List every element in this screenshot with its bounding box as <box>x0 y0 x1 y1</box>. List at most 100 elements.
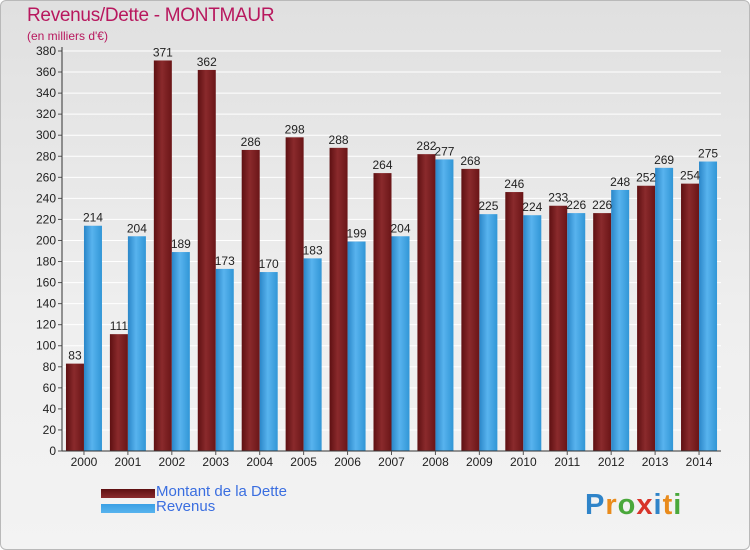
bar-dette <box>285 137 304 451</box>
x-tick-label: 2004 <box>246 455 273 469</box>
data-label-revenus: 173 <box>215 254 235 268</box>
logo-letter: o <box>617 489 637 521</box>
bar-revenus <box>83 225 102 451</box>
data-label-dette: 111 <box>110 319 129 333</box>
x-tick-label: 2001 <box>115 455 142 469</box>
y-tick-label: 200 <box>36 233 56 247</box>
data-label-revenus: 170 <box>259 257 279 271</box>
data-label-dette: 83 <box>68 349 82 363</box>
y-tick-label: 260 <box>36 170 56 184</box>
y-tick-label: 240 <box>36 191 56 205</box>
data-label-revenus: 248 <box>610 175 630 189</box>
data-label-revenus: 225 <box>478 199 498 213</box>
x-tick-label: 2005 <box>290 455 317 469</box>
legend-swatch-revenus <box>101 504 155 513</box>
bar-dette <box>549 205 568 451</box>
data-label-dette: 298 <box>285 122 305 136</box>
bar-dette <box>153 60 172 451</box>
y-tick-label: 20 <box>43 423 57 437</box>
bar-revenus <box>171 252 190 451</box>
logo-letter: i <box>673 489 683 521</box>
data-label-dette: 268 <box>460 154 480 168</box>
data-label-dette: 362 <box>197 55 217 69</box>
data-label-revenus: 275 <box>698 147 718 161</box>
bar-dette <box>197 69 216 452</box>
data-label-dette: 286 <box>241 135 261 149</box>
bar-revenus <box>523 215 542 451</box>
y-tick-label: 60 <box>43 381 57 395</box>
x-tick-label: 2003 <box>202 455 229 469</box>
data-label-dette: 226 <box>592 198 612 212</box>
y-tick-label: 340 <box>36 86 56 100</box>
bar-dette <box>637 185 656 451</box>
logo-letter: r <box>605 489 618 521</box>
y-tick-label: 360 <box>36 65 56 79</box>
legend-swatch-dette <box>101 489 155 498</box>
data-label-revenus: 204 <box>127 221 147 235</box>
x-tick-label: 2002 <box>158 455 185 469</box>
data-label-dette: 371 <box>153 45 173 59</box>
y-tick-label: 0 <box>49 444 56 458</box>
bar-dette <box>417 154 436 451</box>
chart-subtitle: (en milliers d'€) <box>27 29 108 43</box>
data-label-revenus: 277 <box>434 144 454 158</box>
bar-dette <box>505 192 524 452</box>
bar-revenus <box>699 161 718 452</box>
bar-revenus <box>347 241 366 451</box>
chart-title: Revenus/Dette - MONTMAUR <box>27 5 275 26</box>
legend-label-dette: Montant de la Dette <box>156 483 287 500</box>
y-tick-label: 120 <box>36 318 56 332</box>
data-label-revenus: 226 <box>566 198 586 212</box>
bar-dette <box>461 168 480 452</box>
x-tick-label: 2007 <box>378 455 405 469</box>
bar-dette <box>65 363 84 451</box>
bar-revenus <box>655 167 674 451</box>
bar-revenus <box>259 272 278 451</box>
y-tick-label: 300 <box>36 128 56 142</box>
x-tick-label: 2008 <box>422 455 449 469</box>
x-tick-label: 2011 <box>554 455 580 469</box>
data-label-revenus: 204 <box>390 221 410 235</box>
bar-revenus <box>567 213 586 451</box>
data-label-dette: 264 <box>372 158 392 172</box>
data-label-dette: 246 <box>504 177 524 191</box>
y-tick-label: 380 <box>36 44 56 58</box>
bar-dette <box>681 183 700 451</box>
x-tick-label: 2013 <box>642 455 669 469</box>
logo-letter: i <box>653 489 663 521</box>
legend-label-revenus: Revenus <box>156 498 216 515</box>
data-label-revenus: 269 <box>654 153 674 167</box>
x-tick-label: 2010 <box>510 455 537 469</box>
bar-dette <box>109 334 128 451</box>
logo-letter: P <box>585 489 606 521</box>
proxiti-logo: Proxiti <box>585 489 682 522</box>
bar-revenus <box>435 159 454 451</box>
bar-dette <box>329 147 348 451</box>
data-label-dette: 252 <box>636 171 656 185</box>
bar-dette <box>241 149 260 451</box>
data-label-revenus: 189 <box>171 237 191 251</box>
x-tick-label: 2012 <box>598 455 625 469</box>
bar-revenus <box>391 236 410 451</box>
bar-revenus <box>127 236 146 451</box>
y-tick-label: 40 <box>43 402 57 416</box>
x-tick-label: 2006 <box>334 455 361 469</box>
x-tick-label: 2009 <box>466 455 493 469</box>
y-tick-label: 160 <box>36 276 56 290</box>
bar-revenus <box>215 268 234 451</box>
y-tick-label: 220 <box>36 212 56 226</box>
logo-letter: x <box>636 489 654 521</box>
y-tick-label: 180 <box>36 255 56 269</box>
data-label-dette: 233 <box>548 191 568 205</box>
bar-revenus <box>611 189 630 451</box>
x-tick-label: 2000 <box>71 455 98 469</box>
data-label-revenus: 199 <box>347 227 367 241</box>
y-tick-label: 140 <box>36 297 56 311</box>
logo-letter: t <box>662 489 674 521</box>
data-label-revenus: 214 <box>83 211 103 225</box>
data-label-dette: 254 <box>680 169 700 183</box>
y-tick-label: 320 <box>36 107 56 121</box>
y-tick-label: 280 <box>36 149 56 163</box>
